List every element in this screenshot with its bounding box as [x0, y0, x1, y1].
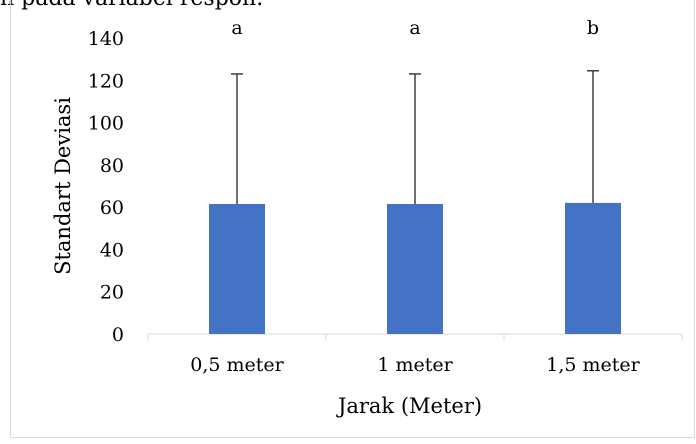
x-axis-title: Jarak (Meter) [336, 394, 482, 418]
caption-fragment: n pada variabel respon. [0, 0, 696, 12]
significance-letter: a [409, 17, 420, 39]
bar [387, 203, 443, 334]
y-tick-label: 60 [100, 197, 124, 219]
bar [209, 203, 265, 334]
x-tick-label: 0,5 meter [190, 354, 284, 376]
y-tick-label: 80 [100, 155, 124, 177]
y-tick-label: 140 [88, 28, 124, 50]
chart-frame [10, 0, 695, 438]
y-axis-title: Standart Deviasi [51, 97, 75, 275]
significance-letter: a [231, 17, 242, 39]
y-tick-label: 100 [88, 113, 124, 135]
y-tick-label: 0 [112, 324, 124, 346]
x-tick-label: 1 meter [377, 354, 453, 376]
significance-letter: b [587, 17, 599, 39]
x-tick-label: 1,5 meter [546, 354, 640, 376]
y-tick-label: 120 [88, 70, 124, 92]
y-tick-label: 20 [100, 282, 124, 304]
y-tick-label: 40 [100, 239, 124, 261]
bar [565, 202, 621, 334]
